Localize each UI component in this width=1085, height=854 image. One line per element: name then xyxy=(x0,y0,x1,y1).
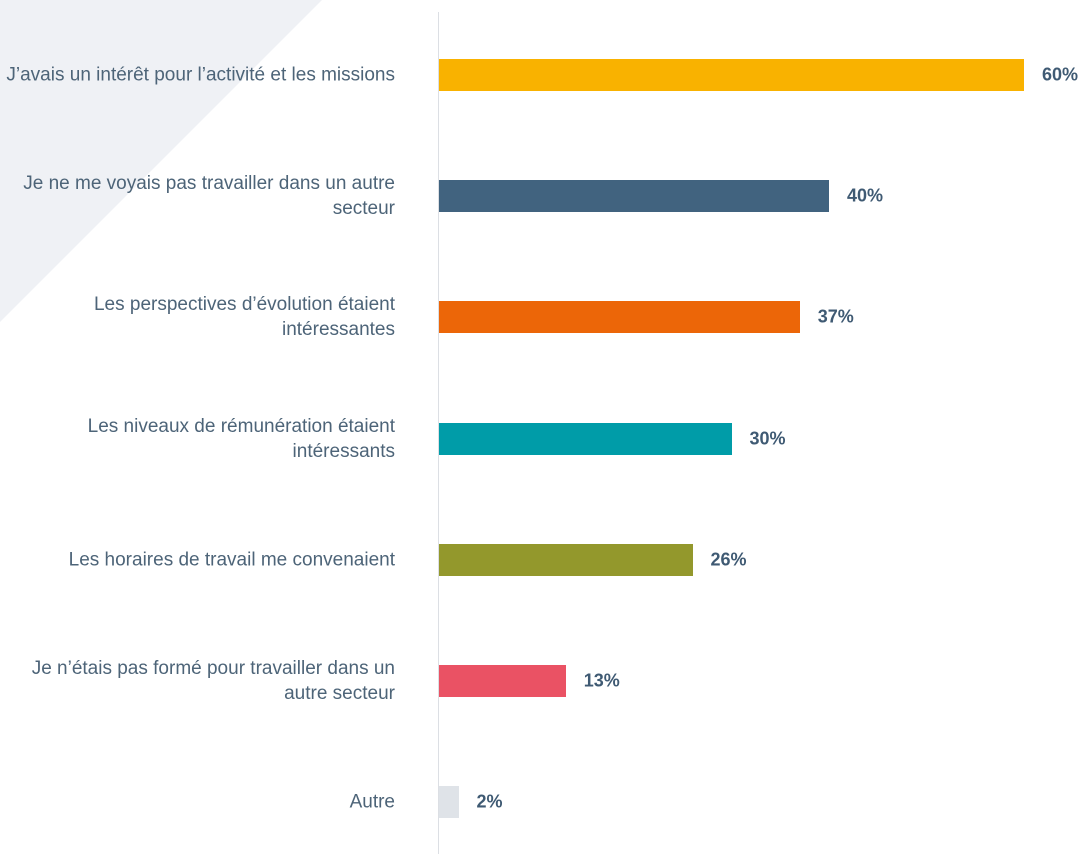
category-label: J’avais un intérêt pour l’activité et le… xyxy=(6,64,395,86)
category-label: Les horaires de travail me convenaient xyxy=(68,549,395,571)
axis-line xyxy=(438,12,439,854)
value-label: 26% xyxy=(710,549,747,570)
bar xyxy=(439,180,829,213)
bar xyxy=(439,422,732,455)
category-label: Les perspectives d’évolution étaient int… xyxy=(93,294,395,341)
background-shape xyxy=(0,0,322,322)
bar xyxy=(439,786,459,819)
value-label: 13% xyxy=(583,670,620,691)
value-label: 40% xyxy=(847,185,884,206)
category-label: Je ne me voyais pas travailler dans un a… xyxy=(23,173,395,220)
bar xyxy=(439,665,566,697)
value-label: 30% xyxy=(749,428,786,449)
value-label: 60% xyxy=(1042,64,1079,85)
bar xyxy=(439,301,800,334)
value-label: 2% xyxy=(476,791,503,812)
value-label: 37% xyxy=(817,306,854,327)
category-label: Les niveaux de rémunération étaient inté… xyxy=(87,415,395,462)
category-label: Autre xyxy=(349,791,395,813)
category-label: Je n’étais pas formé pour travailler dan… xyxy=(31,658,395,704)
bar xyxy=(439,543,693,576)
decor-triangle xyxy=(0,0,322,322)
bar xyxy=(439,59,1024,91)
